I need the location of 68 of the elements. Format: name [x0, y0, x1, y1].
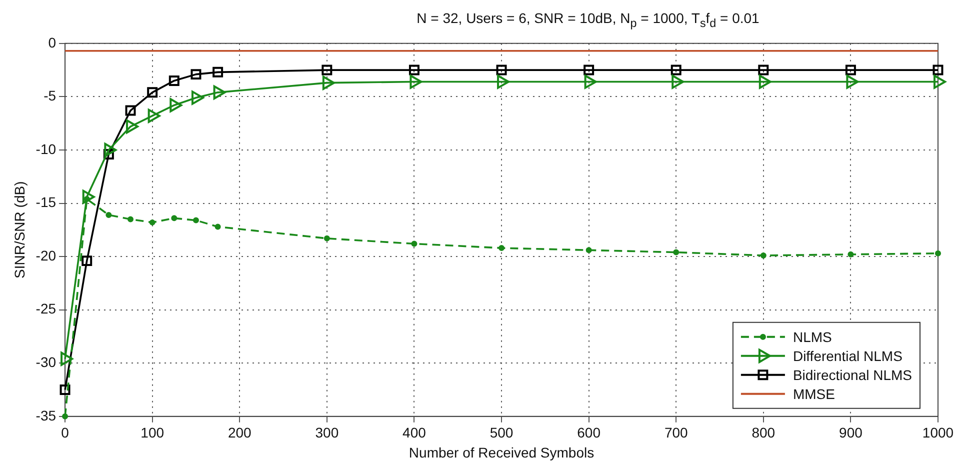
x-tick-label: 300 [315, 424, 339, 441]
x-tick-label: 1000 [922, 424, 954, 441]
y-tick-label: -5 [44, 88, 56, 104]
x-tick-label: 200 [228, 424, 252, 441]
x-axis-title: Number of Received Symbols [408, 444, 594, 460]
point [190, 69, 202, 80]
point [147, 87, 158, 98]
point [496, 64, 507, 76]
legend-label: Bidirectional NLMS [792, 366, 912, 383]
point [82, 190, 95, 204]
point [60, 384, 70, 395]
point [214, 224, 221, 230]
point [845, 64, 856, 76]
point [584, 74, 597, 89]
point [322, 76, 335, 90]
point [935, 250, 941, 256]
point [324, 235, 330, 242]
point [192, 217, 199, 224]
point [411, 240, 418, 247]
point [498, 245, 505, 252]
point [586, 247, 592, 254]
legend-label: Differential NLMS [792, 348, 902, 364]
point [60, 352, 74, 366]
point [670, 64, 682, 76]
point [104, 142, 117, 158]
x-tick-label: 600 [577, 424, 601, 441]
point [212, 66, 224, 78]
point [171, 215, 178, 222]
y-tick-label: -20 [36, 247, 56, 264]
y-tick-label: -25 [36, 300, 56, 317]
legend-label: MMSE [792, 386, 835, 402]
point [758, 64, 769, 76]
point [213, 85, 226, 100]
y-tick-label: -35 [36, 407, 56, 424]
x-tick-label: 500 [490, 424, 514, 441]
x-tick-label: 800 [752, 424, 776, 441]
x-tick-label: 900 [839, 424, 863, 441]
point [932, 64, 944, 76]
point [82, 256, 92, 266]
point [848, 251, 854, 258]
point [408, 64, 420, 76]
point [584, 64, 594, 76]
point [322, 64, 332, 76]
point [149, 219, 156, 226]
x-tick-label: 700 [664, 424, 688, 441]
point [128, 216, 134, 222]
point [125, 105, 136, 116]
point [760, 252, 766, 258]
point [148, 108, 160, 123]
chart-title: N = 32, Users = 6, SNR = 10dB, N$_{p}$ = 1000, T$_{s}$f$_{d}$ = 0.01 [416, 9, 760, 32]
point [106, 212, 112, 218]
point [758, 74, 772, 89]
x-tick-label: 400 [402, 424, 426, 441]
y-tick-label: -15 [36, 194, 56, 210]
point [410, 74, 422, 89]
x-tick-label: 100 [140, 424, 164, 441]
y-tick-label: -10 [36, 140, 56, 157]
y-axis-title: SINR/SNR (dB) [11, 181, 28, 279]
y-tick-label: -30 [36, 354, 56, 370]
x-tick-label: 0 [61, 424, 70, 441]
point [191, 90, 204, 105]
point [673, 249, 680, 256]
point [126, 119, 139, 134]
y-tick-label: 0 [48, 34, 56, 50]
legend-label: NLMS [792, 328, 832, 345]
point [168, 75, 180, 86]
point [170, 98, 182, 112]
point [62, 413, 68, 420]
